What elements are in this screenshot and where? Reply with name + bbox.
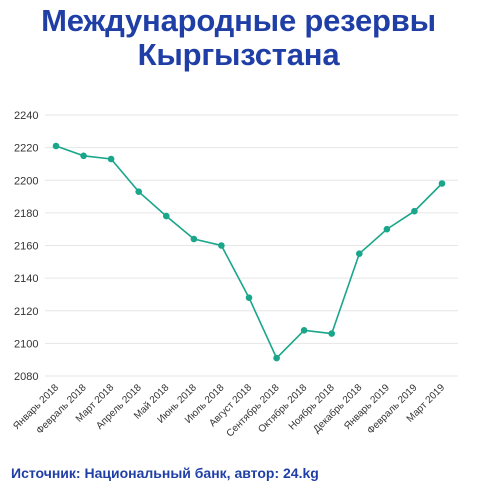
data-point [438,180,446,187]
data-point [411,207,418,215]
data-point [356,250,363,257]
y-tick-label: 2200 [14,175,38,187]
data-point [383,225,391,233]
y-tick-label: 2120 [14,306,38,318]
y-tick-label: 2220 [14,143,38,155]
y-axis-ticks: 2080 2100 2120 2140 2160 2180 2200 2220 2240 [14,110,38,383]
y-tick-label: 2100 [14,338,38,350]
source-caption: Источник: Национальный банк, автор: 24.k… [11,465,319,481]
y-tick-label: 2180 [14,208,38,220]
chart-title: Международные резервы Кыргызстана [0,4,477,72]
series-line [55,145,443,360]
x-tick-label: Октябрь 2018 [256,381,310,435]
data-points [52,142,446,362]
data-point [52,142,60,150]
data-point [300,327,308,334]
y-tick-label: 2160 [14,241,38,253]
data-point [328,330,336,337]
chart-title-line-1: Международные резервы [41,3,436,38]
data-point [245,294,253,302]
data-point [107,155,115,163]
data-point [163,212,170,220]
x-tick-label: Декабрь 2018 [311,381,365,435]
data-point [190,235,198,243]
data-point [218,242,225,249]
chart-title-line-2: Кыргызстана [137,37,340,72]
y-tick-label: 2140 [14,273,38,285]
chart-grid [45,114,458,377]
data-point [135,188,142,195]
y-tick-label: 2240 [14,110,38,122]
data-point [273,354,280,362]
y-tick-label: 2080 [14,371,38,383]
data-point [80,152,87,160]
